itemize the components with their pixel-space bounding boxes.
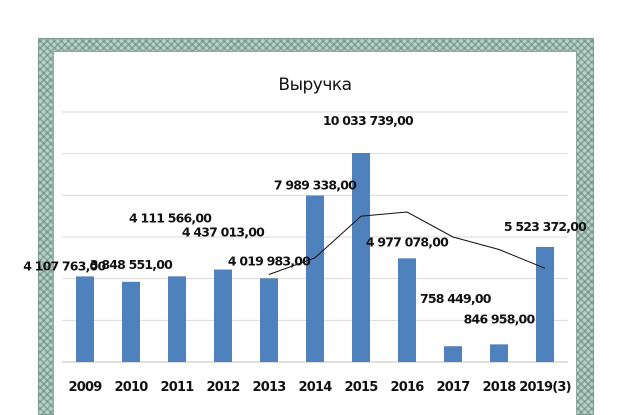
x-tick-label: 2012	[207, 380, 240, 395]
x-tick-label: 2014	[299, 380, 333, 395]
bar-2011	[168, 276, 186, 362]
bar-2017	[444, 346, 462, 362]
bar-2012	[214, 269, 232, 362]
x-tick-label: 2015	[345, 380, 379, 395]
x-tick-labels: 2009 2010 2011 2012 2013 2014 2015 2016 2017 2018…	[69, 380, 572, 395]
bar-2013	[260, 278, 278, 362]
data-label-2016: 4 977 078,00	[366, 234, 449, 249]
trendline	[268, 211, 546, 275]
x-tick-label: 2016	[391, 380, 425, 395]
gridlines	[62, 111, 568, 363]
data-label-2018: 846 958,00	[464, 311, 536, 326]
data-label-2019(3): 5 523 372,00	[504, 219, 587, 234]
data-label-2015: 10 033 739,00	[323, 113, 414, 128]
chart-title: Выручка	[278, 75, 351, 95]
x-tick-label: 2010	[115, 380, 149, 395]
bars	[76, 152, 554, 362]
x-tick-label: 2018	[483, 380, 517, 395]
data-label-2011: 4 111 566,00	[129, 210, 212, 225]
data-label-2017: 758 449,00	[420, 291, 492, 306]
x-tick-label: 2009	[69, 380, 103, 395]
bar-2009	[76, 276, 94, 362]
data-label-2009: 4 107 763,00	[23, 258, 106, 273]
data-label-2013: 4 019 983,00	[228, 253, 311, 268]
x-tick-label: 2011	[161, 380, 195, 395]
moving-average-line	[268, 211, 546, 275]
bar-2018	[490, 344, 508, 362]
bar-2014	[306, 195, 324, 362]
bar-2010	[122, 281, 140, 362]
x-tick-label: 2013	[253, 380, 287, 395]
data-label-2014: 7 989 338,00	[274, 178, 357, 193]
bar-2019(3)	[536, 246, 554, 362]
bar-2016	[398, 258, 416, 362]
data-labels: 4 107 763,003 848 551,00 4 111 566,004 43…	[23, 113, 588, 326]
bar-2015	[352, 152, 370, 362]
x-tick-label: 2017	[437, 380, 471, 395]
data-label-2012: 4 437 013,00	[182, 225, 265, 240]
x-tick-label: 2019(3)	[519, 380, 571, 395]
data-label-2010: 3 848 551,00	[90, 257, 173, 272]
